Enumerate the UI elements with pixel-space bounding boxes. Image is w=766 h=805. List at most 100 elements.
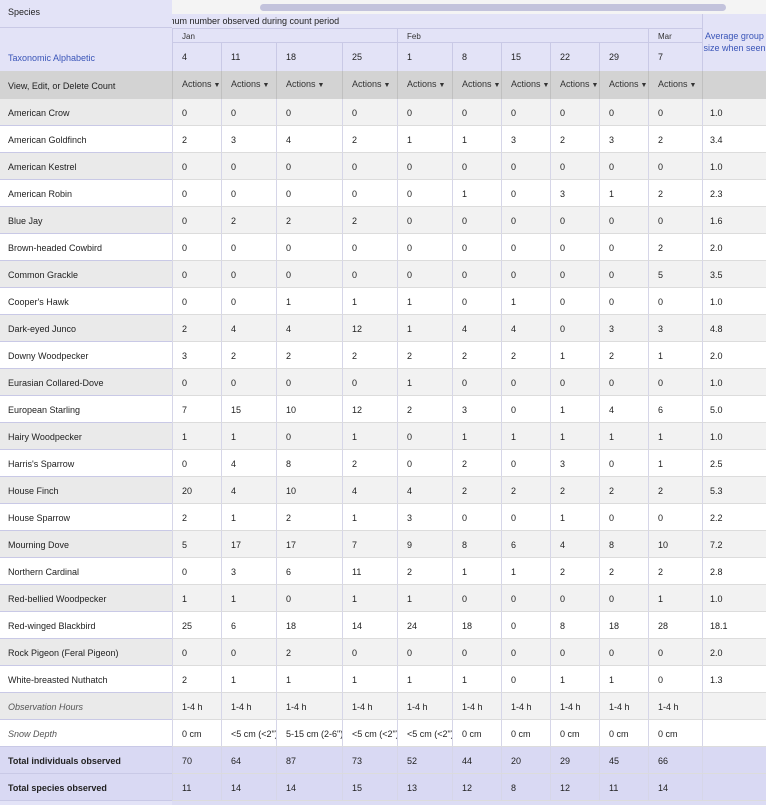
count-cell: 0: [172, 207, 221, 234]
actions-dropdown[interactable]: Actions ▼: [452, 71, 501, 99]
average-group-size-cell: 7.2: [702, 531, 766, 558]
count-cell: 1: [172, 423, 221, 450]
species-row: Eurasian Collared-Dove 0 0 0 0 1 0 0 0 0 0 1.0: [0, 369, 766, 396]
count-cell: 2: [501, 477, 550, 504]
actions-label: Actions: [560, 79, 590, 89]
count-cell: 44: [452, 747, 501, 774]
count-cell: 24: [397, 612, 452, 639]
actions-dropdown[interactable]: Actions ▼: [276, 71, 342, 99]
count-cell: 1: [452, 423, 501, 450]
count-cell: 0: [599, 153, 648, 180]
count-cell: 0: [276, 423, 342, 450]
caret-down-icon: ▼: [262, 82, 270, 89]
count-cell: 4: [550, 531, 599, 558]
count-cell: 2: [648, 477, 702, 504]
date-header: 1: [397, 43, 452, 71]
count-cell: 1: [550, 423, 599, 450]
count-cell: 2: [550, 558, 599, 585]
actions-dropdown[interactable]: Actions ▼: [397, 71, 452, 99]
count-cell: 2: [276, 639, 342, 666]
count-cell: 2: [501, 342, 550, 369]
average-group-size-cell: 1.0: [702, 585, 766, 612]
actions-label: Actions: [658, 79, 688, 89]
count-cell: 4: [221, 315, 276, 342]
average-group-size-header[interactable]: Average group size when seen: [702, 14, 766, 71]
count-cell: 1: [172, 585, 221, 612]
count-cell: 2: [648, 126, 702, 153]
count-cell: 2: [397, 558, 452, 585]
count-cell: 3: [221, 558, 276, 585]
count-cell: 5-15 cm (2-6"): [276, 720, 343, 747]
count-cell: 0: [172, 288, 221, 315]
count-cell: 6: [501, 531, 550, 558]
count-cell: 2: [276, 207, 342, 234]
count-cell: 18: [599, 612, 648, 639]
average-group-size-cell: [702, 747, 766, 774]
count-cell: 0: [648, 99, 702, 126]
count-cell: 1: [452, 558, 501, 585]
average-group-size-cell: 2.8: [702, 558, 766, 585]
actions-dropdown[interactable]: Actions ▼: [648, 71, 702, 99]
actions-dropdown[interactable]: Actions ▼: [221, 71, 276, 99]
month-header-mar: Mar: [648, 28, 702, 43]
count-cell: 1-4 h: [501, 693, 550, 720]
taxonomic-sort-link[interactable]: Taxonomic Alphabetic: [8, 53, 96, 63]
count-cell: 0: [550, 261, 599, 288]
count-cell: 1: [648, 423, 702, 450]
observation-row: Observation Hours 1-4 h 1-4 h 1-4 h 1-4 h 1-4…: [0, 693, 766, 720]
species-row: American Robin 0 0 0 0 0 1 0 3 1 2 2.3: [0, 180, 766, 207]
actions-dropdown[interactable]: Actions ▼: [172, 71, 221, 99]
average-group-size-cell: 18.1: [702, 612, 766, 639]
average-group-size-cell: 2.0: [702, 639, 766, 666]
scrollbar-thumb[interactable]: [260, 4, 726, 11]
count-cell: 1: [648, 342, 702, 369]
count-cell: 17: [276, 531, 342, 558]
species-name: Dark-eyed Junco: [0, 315, 172, 342]
count-cell: 0: [397, 423, 452, 450]
horizontal-scrollbar[interactable]: [172, 0, 766, 14]
count-period-title: Maximum number observed during count per…: [172, 14, 702, 28]
count-cell: 2: [342, 450, 397, 477]
count-cell: 3: [550, 450, 599, 477]
count-cell: 2: [599, 558, 648, 585]
count-cell: 0: [599, 207, 648, 234]
count-cell: 12: [342, 315, 397, 342]
average-group-size-cell: 2.5: [702, 450, 766, 477]
count-cell: 3: [452, 396, 501, 423]
count-cell: 0: [599, 504, 648, 531]
count-cell: 3: [172, 342, 221, 369]
actions-dropdown[interactable]: Actions ▼: [342, 71, 397, 99]
species-row: American Goldfinch 2 3 4 2 1 1 3 2 3 2 3.4: [0, 126, 766, 153]
count-cell: 0: [452, 207, 501, 234]
count-cell: 0: [452, 639, 501, 666]
average-group-size-cell: 5.3: [702, 477, 766, 504]
actions-dropdown[interactable]: Actions ▼: [599, 71, 648, 99]
count-cell: 4: [342, 477, 397, 504]
count-cell: 1-4 h: [221, 693, 276, 720]
count-cell: 1: [342, 666, 397, 693]
count-cell: 10: [276, 477, 342, 504]
count-cell: 0: [599, 234, 648, 261]
count-cell: 11: [599, 774, 648, 801]
actions-dropdown[interactable]: Actions ▼: [550, 71, 599, 99]
count-cell: 0 cm: [452, 720, 501, 747]
count-cell: 1: [550, 504, 599, 531]
count-cell: 1: [221, 585, 276, 612]
count-cell: 1: [397, 369, 452, 396]
count-cell: 25: [172, 612, 221, 639]
count-cell: 1: [221, 666, 276, 693]
count-cell: 2: [452, 342, 501, 369]
count-cell: 1: [342, 288, 397, 315]
count-cell: 0: [172, 369, 221, 396]
count-cell: 1: [452, 126, 501, 153]
count-cell: 0 cm: [599, 720, 648, 747]
count-cell: 0: [276, 180, 342, 207]
count-cell: 73: [342, 747, 397, 774]
actions-dropdown[interactable]: Actions ▼: [501, 71, 550, 99]
species-row: Harris's Sparrow 0 4 8 2 0 2 0 3 0 1 2.5: [0, 450, 766, 477]
average-group-size-cell: 1.0: [702, 423, 766, 450]
count-cell: 8: [452, 531, 501, 558]
species-row: White-breasted Nuthatch 2 1 1 1 1 1 0 1 1 0 1.3: [0, 666, 766, 693]
count-cell: 4: [276, 315, 342, 342]
count-cell: 1: [599, 666, 648, 693]
